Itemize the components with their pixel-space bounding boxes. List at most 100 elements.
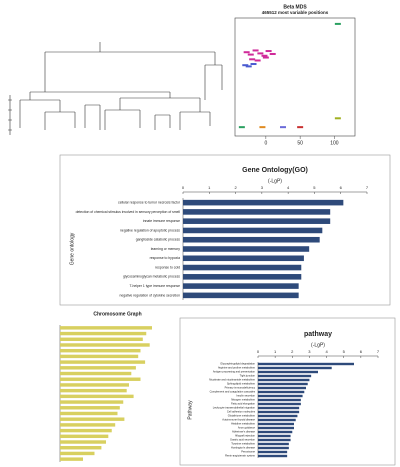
mds-frame bbox=[234, 17, 356, 137]
x-axis-label: (-LgP) bbox=[311, 342, 325, 348]
bar bbox=[258, 438, 291, 442]
point bbox=[250, 63, 257, 66]
y-tick-label: Histidine metabolism bbox=[231, 422, 255, 426]
bar bbox=[258, 398, 301, 402]
bar bbox=[60, 417, 125, 421]
point bbox=[245, 65, 252, 68]
bar bbox=[60, 446, 102, 450]
x-tick-label: 7 bbox=[366, 185, 369, 190]
point bbox=[243, 51, 250, 54]
bar bbox=[183, 246, 310, 252]
x-axis-label: (-LgP) bbox=[268, 178, 282, 184]
y-tick-label: Antigen processing and presentation bbox=[213, 370, 256, 374]
y-tick-label: learning or memory bbox=[151, 247, 181, 251]
bar bbox=[258, 426, 294, 430]
y-tick-label: Leukocyte transendothelial migration bbox=[213, 406, 256, 410]
point bbox=[254, 59, 261, 62]
x-tick-label: 100 bbox=[330, 140, 339, 146]
y-tick-label: Huntington's disease bbox=[231, 446, 256, 450]
bar bbox=[60, 411, 118, 416]
bar bbox=[60, 354, 139, 359]
y-tick-label: Peroxisome bbox=[241, 450, 255, 454]
bar bbox=[258, 450, 288, 454]
y-tick-label: Complement and coagulation cascades bbox=[210, 390, 256, 394]
bar bbox=[60, 360, 146, 364]
bar bbox=[60, 440, 106, 444]
bar bbox=[258, 430, 293, 434]
y-tick-label: innate immune response bbox=[143, 219, 180, 223]
point bbox=[257, 52, 264, 55]
bar bbox=[60, 326, 152, 330]
bar bbox=[258, 374, 312, 378]
y-tick-label: negative regulation of apoptotic process bbox=[120, 228, 180, 232]
bar bbox=[60, 400, 124, 404]
point bbox=[242, 64, 249, 67]
y-tick-label: T-helper 1 type immune response bbox=[129, 284, 180, 288]
chart-title: Gene Ontology(GO) bbox=[242, 167, 308, 174]
bar bbox=[60, 377, 141, 381]
x-tick-label: 5 bbox=[343, 349, 346, 354]
bar bbox=[60, 406, 120, 410]
x-tick-label: 0 bbox=[264, 140, 267, 146]
y-tick-label: ganglioside catabolic process bbox=[136, 238, 181, 242]
x-tick-label: 1 bbox=[208, 185, 211, 190]
bar bbox=[258, 446, 289, 450]
y-tick-label: Autoimmune thyroid disease bbox=[222, 418, 255, 422]
bar bbox=[258, 414, 298, 418]
y-tick-label: Nicotinate and nicotinamide metabolism bbox=[209, 378, 255, 382]
point bbox=[261, 54, 268, 57]
y-tick-label: Alzheimer's disease bbox=[232, 430, 256, 434]
chart-title: pathway bbox=[304, 331, 332, 338]
y-tick-label: cellular response to tumor necrosis fact… bbox=[118, 201, 181, 205]
bar bbox=[183, 199, 344, 206]
point bbox=[297, 126, 304, 129]
x-tick-label: 50 bbox=[297, 140, 303, 146]
point bbox=[280, 126, 286, 129]
y-tick-label: Sphingolipid metabolism bbox=[227, 382, 255, 386]
bar bbox=[60, 428, 112, 433]
y-tick-label: Cell adhesion molecules bbox=[227, 410, 256, 414]
bar bbox=[60, 331, 147, 336]
bar bbox=[258, 402, 301, 406]
pathway-frame bbox=[179, 317, 396, 466]
x-tick-label: 2 bbox=[291, 349, 294, 354]
bar bbox=[258, 406, 300, 410]
point bbox=[252, 49, 259, 52]
bar bbox=[183, 255, 304, 262]
bar bbox=[60, 423, 116, 427]
x-tick-label: 0 bbox=[257, 349, 260, 354]
point bbox=[265, 50, 272, 53]
bar bbox=[183, 218, 331, 224]
x-tick-label: 6 bbox=[340, 185, 343, 190]
bar bbox=[258, 394, 303, 398]
bar bbox=[60, 348, 141, 353]
bar bbox=[60, 434, 109, 439]
y-axis-label: Pathway bbox=[187, 400, 193, 420]
x-tick-label: 3 bbox=[308, 349, 311, 354]
bar bbox=[258, 454, 288, 458]
y-tick-label: Insulin secretion bbox=[236, 394, 255, 398]
chart-title: Beta MDS bbox=[283, 4, 307, 10]
y-tick-label: Tyrosine metabolism bbox=[231, 442, 255, 446]
point bbox=[259, 126, 266, 129]
point bbox=[269, 52, 276, 55]
x-tick-label: 7 bbox=[377, 349, 380, 354]
bar bbox=[183, 227, 323, 234]
dendrogram bbox=[8, 42, 223, 135]
bar bbox=[183, 209, 331, 215]
bar bbox=[183, 283, 299, 289]
bar bbox=[258, 418, 296, 422]
bar bbox=[60, 394, 134, 399]
bar bbox=[258, 442, 289, 446]
bar bbox=[258, 422, 294, 426]
bar bbox=[258, 362, 354, 366]
y-tick-label: Tight junction bbox=[240, 374, 256, 378]
point bbox=[262, 56, 269, 59]
point bbox=[238, 126, 245, 129]
y-tick-label: response to hypoxia bbox=[150, 256, 180, 260]
x-tick-label: 4 bbox=[325, 349, 328, 354]
bar bbox=[183, 274, 302, 280]
bar bbox=[60, 366, 136, 370]
point bbox=[334, 117, 341, 120]
